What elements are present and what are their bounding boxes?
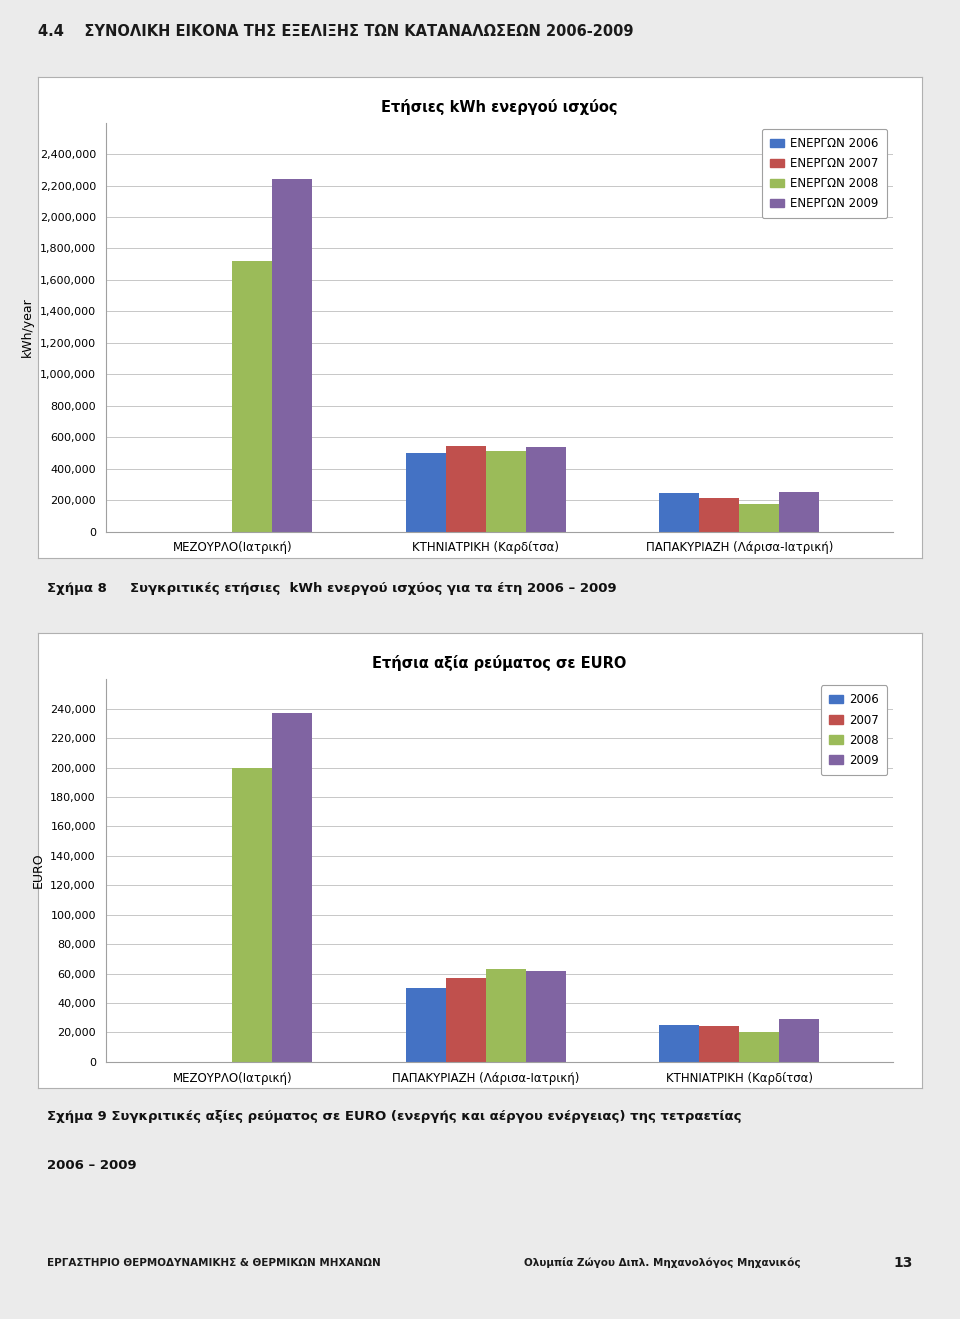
Title: Ετήσια αξία ρεύματος σε EURO: Ετήσια αξία ρεύματος σε EURO xyxy=(372,656,626,671)
Bar xyxy=(739,1033,780,1062)
Bar xyxy=(739,504,780,532)
Bar xyxy=(273,714,312,1062)
Text: 4.4    ΣΥΝΟΛΙΚΗ ΕΙΚΟΝΑ ΤΗΣ ΕΞΕΛΙΞΗΣ ΤΩΝ ΚΑΤΑΝΑΛΩΣΕΩΝ 2006-2009: 4.4 ΣΥΝΟΛΙΚΗ ΕΙΚΟΝΑ ΤΗΣ ΕΞΕΛΙΞΗΣ ΤΩΝ ΚΑΤ… xyxy=(38,25,634,40)
Bar xyxy=(660,493,699,532)
Bar xyxy=(780,1020,820,1062)
Bar xyxy=(445,977,486,1062)
Text: 2006 – 2009: 2006 – 2009 xyxy=(47,1159,137,1173)
Text: Ολυμπία Ζώγου Διπλ. Μηχανολόγος Μηχανικός: Ολυμπία Ζώγου Διπλ. Μηχανολόγος Μηχανικό… xyxy=(524,1257,801,1268)
Legend: 2006, 2007, 2008, 2009: 2006, 2007, 2008, 2009 xyxy=(821,685,887,776)
Bar xyxy=(445,446,486,532)
Bar xyxy=(273,179,312,532)
Title: Ετήσιες kWh ενεργού ισχύος: Ετήσιες kWh ενεργού ισχύος xyxy=(381,99,617,115)
Bar xyxy=(486,969,526,1062)
Bar xyxy=(526,971,565,1062)
Text: 13: 13 xyxy=(894,1256,913,1270)
Bar xyxy=(406,988,445,1062)
Bar xyxy=(526,447,565,532)
Bar xyxy=(232,768,273,1062)
Text: ΕΡΓΑΣΤΗΡΙΟ ΘΕΡΜΟΔΥΝΑΜΙΚΗΣ & ΘΕΡΜΙΚΩΝ ΜΗΧΑΝΩΝ: ΕΡΓΑΣΤΗΡΙΟ ΘΕΡΜΟΔΥΝΑΜΙΚΗΣ & ΘΕΡΜΙΚΩΝ ΜΗΧ… xyxy=(47,1257,381,1268)
Bar xyxy=(232,261,273,532)
Text: Σχήμα 9 Συγκριτικές αξίες ρεύματος σε EURO (ενεργής και αέργου ενέργειας) της τε: Σχήμα 9 Συγκριτικές αξίες ρεύματος σε EU… xyxy=(47,1109,742,1122)
Bar xyxy=(699,1026,739,1062)
Y-axis label: EURO: EURO xyxy=(32,852,44,889)
Bar xyxy=(780,492,820,532)
Y-axis label: kWh/year: kWh/year xyxy=(21,297,34,357)
Bar xyxy=(699,497,739,532)
Text: Σχήμα 8     Συγκριτικές ετήσιες  kWh ενεργού ισχύος για τα έτη 2006 – 2009: Σχήμα 8 Συγκριτικές ετήσιες kWh ενεργού … xyxy=(47,582,617,595)
Bar xyxy=(486,451,526,532)
Bar xyxy=(660,1025,699,1062)
Legend: ΕΝΕΡΓΩΝ 2006, ΕΝΕΡΓΩΝ 2007, ΕΝΕΡΓΩΝ 2008, ΕΝΕΡΓΩΝ 2009: ΕΝΕΡΓΩΝ 2006, ΕΝΕΡΓΩΝ 2007, ΕΝΕΡΓΩΝ 2008… xyxy=(762,128,887,219)
Bar xyxy=(406,452,445,532)
